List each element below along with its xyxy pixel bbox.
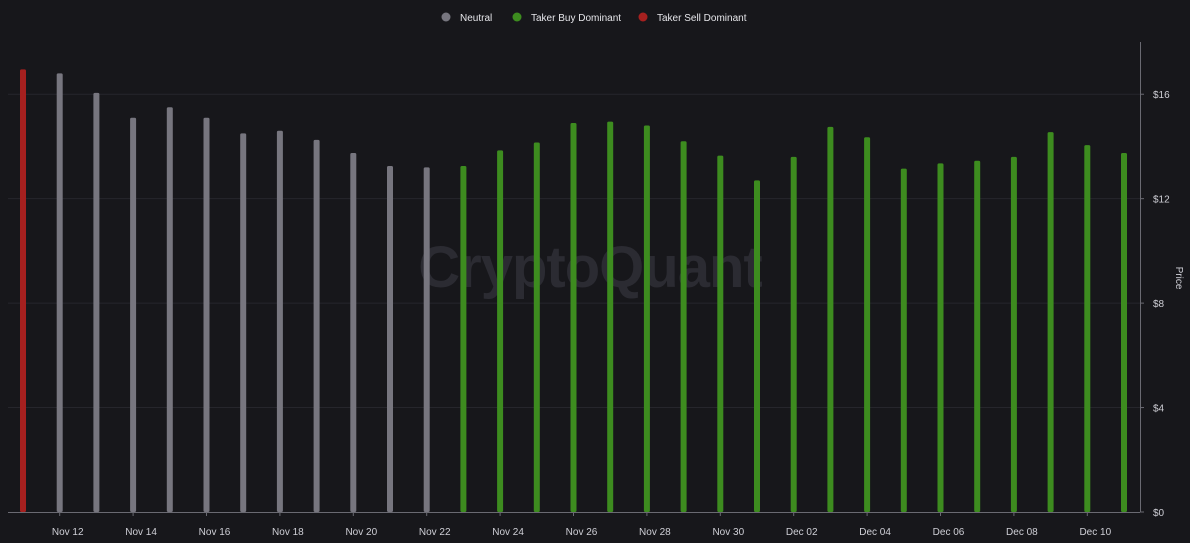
legend-item-2[interactable]: Taker Sell Dominant xyxy=(638,12,747,25)
bar-2024-12-01[interactable] xyxy=(754,180,760,512)
bar-2024-11-18[interactable] xyxy=(276,130,283,512)
bar-2024-11-25[interactable] xyxy=(533,142,540,512)
y-tick-label-0: $0 xyxy=(1153,508,1165,519)
x-tick-label-3: Nov 18 xyxy=(272,527,304,538)
x-tick-label-8: Nov 28 xyxy=(639,527,671,538)
bar-2024-11-14[interactable] xyxy=(130,117,137,512)
bar-2024-11-17[interactable] xyxy=(240,133,247,512)
legend-swatch-2 xyxy=(638,12,648,22)
bar-2024-12-06[interactable] xyxy=(937,163,944,512)
legend-item-0[interactable]: Neutral xyxy=(441,12,493,25)
bar-2024-11-29[interactable] xyxy=(680,141,687,512)
bar-2024-11-13[interactable] xyxy=(93,92,100,513)
x-tick-label-5: Nov 22 xyxy=(419,527,451,538)
legend-label-1: Taker Buy Dominant xyxy=(531,13,621,24)
bar-2024-11-27[interactable] xyxy=(607,121,614,512)
y-tick-label-1: $4 xyxy=(1153,404,1165,415)
x-tick-label-10: Dec 02 xyxy=(786,527,818,538)
x-tick-label-4: Nov 20 xyxy=(345,527,377,538)
x-tick-label-7: Nov 26 xyxy=(566,527,598,538)
bar-2024-12-10[interactable] xyxy=(1084,145,1091,512)
bar-2024-11-22[interactable] xyxy=(423,167,430,513)
bar-2024-11-28[interactable] xyxy=(643,125,650,513)
bar-2024-11-19[interactable] xyxy=(313,139,320,512)
bar-2024-11-20[interactable] xyxy=(350,152,357,512)
x-tick-label-11: Dec 04 xyxy=(859,527,891,538)
axes: $0 $4 $8 $12 $16 Nov 12 Nov 14 Nov 16 Nov 18 Nov … xyxy=(8,42,1170,538)
y-tick-label-4: $16 xyxy=(1153,90,1170,101)
x-tick-label-1: Nov 14 xyxy=(125,527,157,538)
watermark-text: CryptoQuant xyxy=(418,235,762,300)
bar-2024-12-11[interactable] xyxy=(1121,152,1127,512)
y-axis-title: Price xyxy=(1173,267,1184,290)
bar-2024-11-16[interactable] xyxy=(203,117,210,512)
x-tick-label-9: Nov 30 xyxy=(712,527,744,538)
bar-2024-11-26[interactable] xyxy=(570,122,577,512)
bar-2024-12-08[interactable] xyxy=(1010,156,1017,512)
legend[interactable]: Neutral Taker Buy Dominant Taker Sell Domi… xyxy=(441,12,747,25)
legend-swatch-1 xyxy=(512,12,522,22)
bar-2024-11-11[interactable] xyxy=(20,69,26,513)
bar-2024-12-04[interactable] xyxy=(864,137,871,513)
x-tick-label-0: Nov 12 xyxy=(52,527,84,538)
x-tick-label-6: Nov 24 xyxy=(492,527,524,538)
legend-swatch-0 xyxy=(441,12,451,22)
y-tick-label-2: $8 xyxy=(1153,299,1165,310)
bar-2024-12-09[interactable] xyxy=(1047,132,1054,513)
bar-2024-11-15[interactable] xyxy=(166,107,173,513)
bar-2024-11-12[interactable] xyxy=(56,73,63,512)
legend-item-1[interactable]: Taker Buy Dominant xyxy=(512,12,622,25)
bar-2024-12-05[interactable] xyxy=(900,168,907,512)
y-tick-label-3: $12 xyxy=(1153,195,1170,206)
bar-2024-11-24[interactable] xyxy=(497,150,504,512)
bar-2024-11-30[interactable] xyxy=(717,155,724,513)
bar-2024-12-03[interactable] xyxy=(827,126,834,512)
bar-2024-11-23[interactable] xyxy=(460,166,467,512)
bars xyxy=(20,69,1127,513)
bar-2024-12-02[interactable] xyxy=(790,156,797,512)
bar-2024-12-07[interactable] xyxy=(974,160,981,513)
x-tick-label-2: Nov 16 xyxy=(199,527,231,538)
x-tick-label-12: Dec 06 xyxy=(933,527,965,538)
legend-label-2: Taker Sell Dominant xyxy=(657,13,747,24)
bar-2024-11-21[interactable] xyxy=(387,166,393,512)
x-tick-label-14: Dec 10 xyxy=(1079,527,1111,538)
x-tick-label-13: Dec 08 xyxy=(1006,527,1038,538)
legend-label-0: Neutral xyxy=(460,13,492,24)
